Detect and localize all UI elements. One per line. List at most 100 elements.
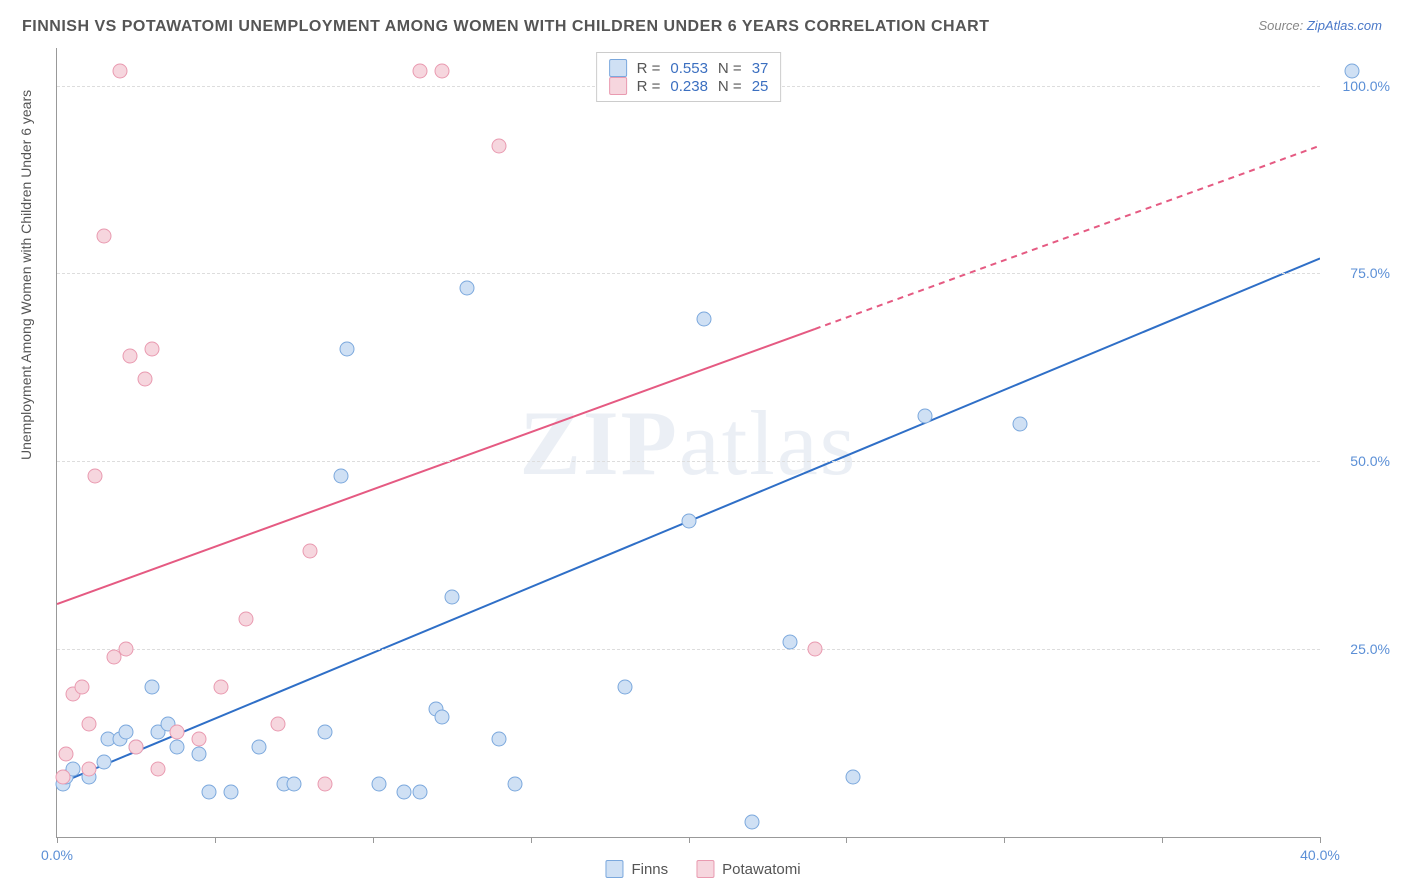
data-point: [397, 784, 412, 799]
data-point: [122, 349, 137, 364]
plot-area: ZIPatlas R = 0.553 N = 37 R = 0.238 N = …: [56, 48, 1320, 838]
data-point: [681, 514, 696, 529]
x-tick: [373, 837, 374, 843]
legend-row-potawatomi: R = 0.238 N = 25: [609, 77, 769, 95]
data-point: [144, 679, 159, 694]
data-point: [252, 739, 267, 754]
data-point: [169, 724, 184, 739]
data-point: [271, 717, 286, 732]
data-point: [1013, 416, 1028, 431]
source-prefix: Source:: [1258, 18, 1306, 33]
gridline: [57, 461, 1320, 462]
data-point: [372, 777, 387, 792]
data-point: [169, 739, 184, 754]
data-point: [151, 762, 166, 777]
watermark-light: atlas: [679, 392, 858, 494]
x-tick: [1162, 837, 1163, 843]
y-axis-label: Unemployment Among Women with Children U…: [18, 90, 34, 460]
data-point: [782, 634, 797, 649]
data-point: [492, 138, 507, 153]
r-value-potawatomi: 0.238: [670, 78, 708, 95]
source-link[interactable]: ZipAtlas.com: [1307, 18, 1382, 33]
swatch-potawatomi: [609, 77, 627, 95]
y-tick-label: 75.0%: [1330, 265, 1390, 281]
data-point: [97, 228, 112, 243]
legend-item-potawatomi: Potawatomi: [696, 860, 800, 878]
gridline: [57, 649, 1320, 650]
x-tick-label: 40.0%: [1300, 847, 1340, 863]
swatch-finns-icon: [605, 860, 623, 878]
data-point: [744, 814, 759, 829]
chart-title: FINNISH VS POTAWATOMI UNEMPLOYMENT AMONG…: [22, 18, 989, 36]
x-tick: [1320, 837, 1321, 843]
data-point: [144, 341, 159, 356]
data-point: [286, 777, 301, 792]
r-label: R =: [637, 60, 661, 77]
y-tick-label: 50.0%: [1330, 453, 1390, 469]
n-label: N =: [718, 60, 742, 77]
data-point: [223, 784, 238, 799]
data-point: [413, 784, 428, 799]
data-point: [444, 589, 459, 604]
x-tick: [531, 837, 532, 843]
data-point: [81, 717, 96, 732]
n-value-finns: 37: [752, 60, 769, 77]
data-point: [807, 642, 822, 657]
data-point: [435, 709, 450, 724]
data-point: [318, 724, 333, 739]
data-point: [318, 777, 333, 792]
legend-label-potawatomi: Potawatomi: [722, 861, 800, 878]
data-point: [239, 612, 254, 627]
x-tick: [57, 837, 58, 843]
data-point: [97, 754, 112, 769]
data-point: [435, 63, 450, 78]
source-attribution: Source: ZipAtlas.com: [1258, 18, 1382, 33]
data-point: [119, 724, 134, 739]
correlation-legend: R = 0.553 N = 37 R = 0.238 N = 25: [596, 52, 782, 102]
swatch-finns: [609, 59, 627, 77]
data-point: [75, 679, 90, 694]
data-point: [845, 769, 860, 784]
y-tick-label: 25.0%: [1330, 641, 1390, 657]
data-point: [56, 769, 71, 784]
x-tick: [215, 837, 216, 843]
data-point: [87, 469, 102, 484]
r-value-finns: 0.553: [670, 60, 708, 77]
gridline: [57, 273, 1320, 274]
data-point: [128, 739, 143, 754]
y-tick-label: 100.0%: [1330, 78, 1390, 94]
data-point: [138, 371, 153, 386]
swatch-potawatomi-icon: [696, 860, 714, 878]
x-tick: [846, 837, 847, 843]
data-point: [413, 63, 428, 78]
watermark: ZIPatlas: [520, 390, 858, 496]
data-point: [119, 642, 134, 657]
trend-lines: [57, 48, 1320, 837]
data-point: [507, 777, 522, 792]
data-point: [192, 732, 207, 747]
data-point: [1344, 63, 1359, 78]
data-point: [492, 732, 507, 747]
x-tick-label: 0.0%: [41, 847, 73, 863]
watermark-bold: ZIP: [520, 392, 679, 494]
data-point: [81, 762, 96, 777]
data-point: [334, 469, 349, 484]
data-point: [697, 311, 712, 326]
legend-item-finns: Finns: [605, 860, 668, 878]
data-point: [214, 679, 229, 694]
r-label: R =: [637, 78, 661, 95]
x-tick: [1004, 837, 1005, 843]
n-label: N =: [718, 78, 742, 95]
data-point: [192, 747, 207, 762]
legend-label-finns: Finns: [631, 861, 668, 878]
data-point: [460, 281, 475, 296]
x-tick: [689, 837, 690, 843]
data-point: [618, 679, 633, 694]
data-point: [59, 747, 74, 762]
n-value-potawatomi: 25: [752, 78, 769, 95]
data-point: [340, 341, 355, 356]
data-point: [302, 544, 317, 559]
legend-row-finns: R = 0.553 N = 37: [609, 59, 769, 77]
data-point: [201, 784, 216, 799]
series-legend: Finns Potawatomi: [605, 860, 800, 878]
